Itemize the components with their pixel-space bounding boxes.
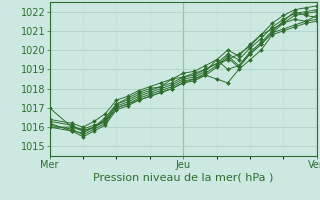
X-axis label: Pression niveau de la mer( hPa ): Pression niveau de la mer( hPa ) [93, 173, 273, 183]
